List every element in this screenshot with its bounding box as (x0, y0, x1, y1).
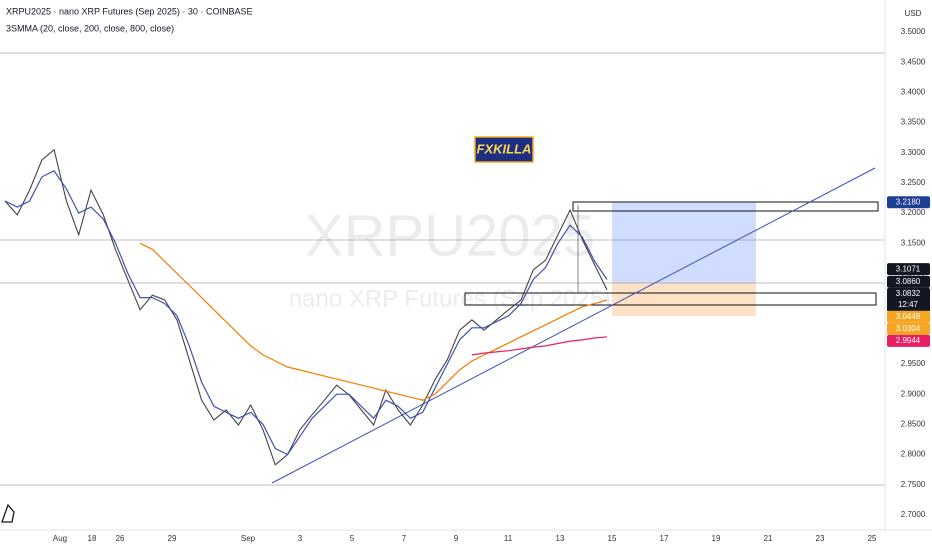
x-tick-label: 11 (504, 534, 513, 543)
y-tick-label: 2.9500 (901, 359, 926, 368)
logo (1, 503, 15, 523)
indicator-title: 3SMMA (20, close, 200, close, 800, close… (6, 23, 174, 33)
price-label-box (887, 334, 930, 347)
price-label: 3.1071 (896, 264, 921, 273)
y-tick-label: 2.8000 (901, 450, 926, 459)
x-tick-label: 9 (454, 534, 459, 543)
x-tick-label: 13 (556, 534, 565, 543)
watermark-description: nano XRP Futures (Sep 2025) (289, 285, 611, 312)
y-tick-label: 2.9000 (901, 389, 926, 398)
series-line (4, 170, 608, 456)
symbol-title: XRPU2025 · nano XRP Futures (Sep 2025) ·… (6, 6, 252, 16)
y-tick-label: 3.3500 (901, 118, 926, 127)
x-tick-label: 21 (764, 534, 773, 543)
price-label: 3.0832 (896, 289, 921, 298)
x-tick-label: 18 (88, 534, 97, 543)
y-tick-label: 2.8500 (901, 419, 926, 428)
price-label-box (887, 287, 930, 300)
series-line (139, 242, 608, 401)
zone-rect (464, 292, 877, 306)
series-line (4, 148, 608, 466)
y-tick-label: 2.7500 (901, 480, 926, 489)
watermark-symbol: XRPU2025 (305, 203, 595, 268)
y-tick-label: 3.5000 (901, 27, 926, 36)
price-label: 2.9944 (896, 336, 921, 345)
trend-line (271, 167, 876, 484)
stop-zone (612, 283, 756, 316)
price-label-box (887, 322, 930, 335)
x-tick-label: 5 (350, 534, 355, 543)
y-tick-label: 3.2500 (901, 178, 926, 187)
y-tick-label: 3.3000 (901, 148, 926, 157)
countdown-box (887, 298, 930, 311)
x-tick-label: 26 (116, 534, 125, 543)
series-layer (4, 148, 608, 466)
zone-rect (572, 201, 879, 212)
x-tick-label: Aug (53, 534, 67, 543)
x-tick-label: 15 (608, 534, 617, 543)
y-tick-label: 3.4500 (901, 57, 926, 66)
x-tick-label: 7 (402, 534, 407, 543)
y-tick-label: 3.4000 (901, 87, 926, 96)
price-label-box (887, 310, 930, 323)
price-label: 3.0860 (896, 277, 921, 286)
badge-box (474, 136, 534, 163)
x-tick-label: 29 (168, 534, 177, 543)
price-label: 3.2180 (896, 197, 921, 206)
currency: USD (905, 9, 922, 18)
price-label-box (887, 263, 930, 276)
badge: FXKILLA (477, 141, 532, 156)
y-tick-label: 2.7000 (901, 510, 926, 519)
y-tick-label: 3.1500 (901, 238, 926, 247)
x-tick-label: 17 (660, 534, 669, 543)
price-label: 3.0304 (896, 324, 921, 333)
y-tick-label: 3.2000 (901, 208, 926, 217)
price-label: 3.0448 (896, 312, 921, 321)
x-tick-label: 3 (298, 534, 303, 543)
countdown: 12:47 (898, 300, 919, 309)
x-tick-label: 19 (712, 534, 721, 543)
price-label-box (887, 275, 930, 288)
target-zone (612, 202, 756, 283)
x-tick-label: Sep (241, 534, 256, 543)
price-label-box (887, 196, 930, 209)
x-tick-label: 25 (868, 534, 877, 543)
x-tick-label: 23 (816, 534, 825, 543)
series-line (471, 336, 608, 356)
